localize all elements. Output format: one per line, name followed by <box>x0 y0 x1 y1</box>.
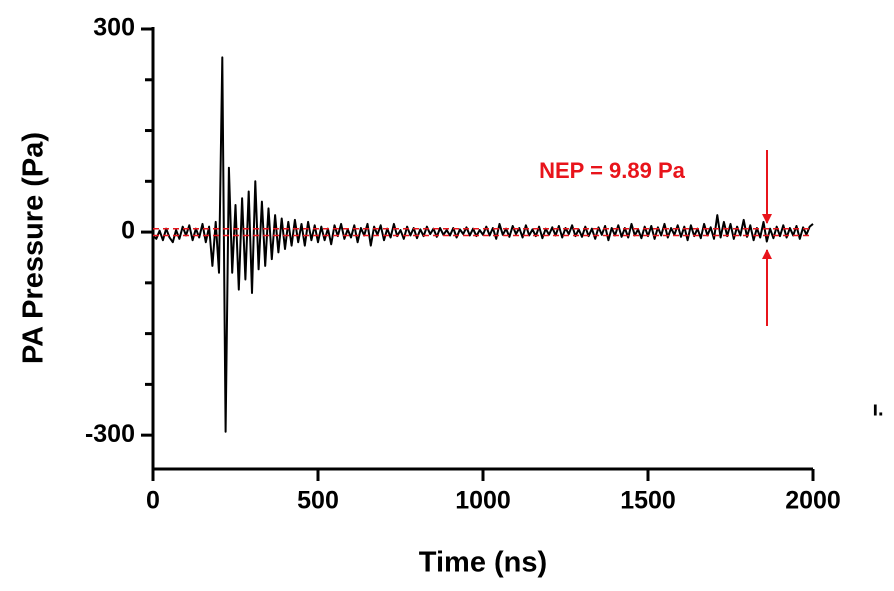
y-tick-label: 300 <box>93 14 135 42</box>
y-tick-label: 0 <box>121 217 135 245</box>
x-tick-label: 1500 <box>620 487 676 515</box>
y-tick-label: -300 <box>85 420 135 448</box>
y-axis-title: PA Pressure (Pa) <box>18 132 50 364</box>
x-axis-title: Time (ns) <box>419 547 547 579</box>
x-tick-label: 2000 <box>785 487 841 515</box>
signal-line <box>152 56 814 433</box>
fragment: ı. <box>872 398 883 420</box>
annotation: NEP = 9.89 Pa <box>539 158 686 183</box>
x-tick-label: 500 <box>297 487 339 515</box>
x-tick-label: 0 <box>146 487 160 515</box>
x-tick-label: 1000 <box>455 487 511 515</box>
